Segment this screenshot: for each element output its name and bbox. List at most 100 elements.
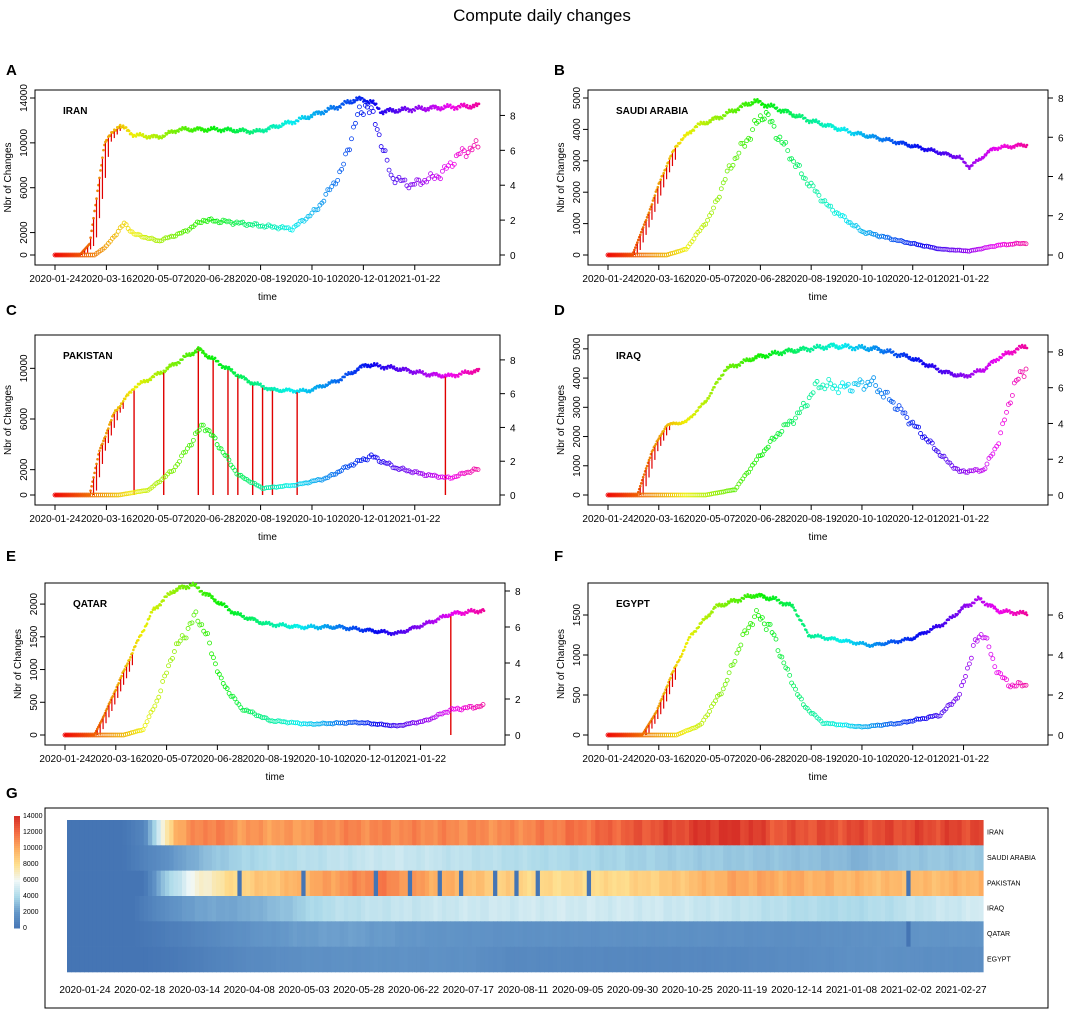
data-point <box>471 103 475 107</box>
heatmap-cell <box>186 820 192 846</box>
heatmap-cell <box>339 845 345 871</box>
secondary-point <box>193 609 199 615</box>
secondary-point <box>957 691 963 697</box>
data-point <box>784 604 788 607</box>
heatmap-cell <box>740 870 746 897</box>
heatmap-cell <box>433 870 439 897</box>
heatmap-cell <box>412 870 417 897</box>
x-tick-label: 2021-01-22 <box>389 274 441 285</box>
secondary-point <box>797 163 802 168</box>
heatmap-cell <box>731 845 737 871</box>
secondary-point <box>451 161 457 167</box>
heatmap-cell <box>855 845 861 871</box>
heatmap-cell <box>501 845 507 871</box>
data-point <box>843 126 846 130</box>
data-point <box>456 375 460 378</box>
data-point <box>351 101 354 105</box>
data-point <box>202 130 206 133</box>
heatmap-cell <box>723 870 728 897</box>
data-point <box>647 458 651 462</box>
heatmap-cell <box>531 870 537 897</box>
secondary-point <box>681 247 687 252</box>
data-point <box>707 121 710 125</box>
x-tick-label: 2020-10-10 <box>836 274 888 285</box>
heatmap-cell <box>493 870 498 897</box>
heatmap-cell <box>343 870 349 897</box>
data-point <box>254 130 257 133</box>
country-label: IRAQ <box>616 351 641 362</box>
secondary-point <box>691 236 697 242</box>
heatmap-cell <box>182 896 187 922</box>
heatmap-cell <box>744 845 750 871</box>
heatmap-cell <box>586 845 592 871</box>
data-point <box>360 365 363 369</box>
heatmap-cell <box>369 820 375 846</box>
heatmap-cell <box>463 845 469 871</box>
x-tick-label: 2021-01-22 <box>389 514 441 525</box>
heatmap-cell <box>906 820 912 846</box>
heatmap-cell <box>791 820 797 846</box>
data-point <box>737 108 741 112</box>
secondary-point <box>370 109 376 114</box>
heatmap-cell <box>706 820 711 846</box>
data-point <box>797 115 800 118</box>
heatmap-cell <box>629 845 635 871</box>
heatmap-cell <box>233 820 239 846</box>
secondary-point <box>366 110 372 116</box>
data-point <box>752 101 755 104</box>
heatmap-cell <box>143 896 149 922</box>
data-point <box>416 107 420 110</box>
heatmap-cell <box>599 845 605 871</box>
data-point <box>187 127 190 130</box>
data-point <box>380 110 384 113</box>
data-point <box>472 105 476 109</box>
data-point <box>1023 344 1027 347</box>
heatmap-cell <box>476 845 481 871</box>
data-point <box>856 347 860 350</box>
data-point <box>1008 609 1011 612</box>
heatmap-cell <box>689 870 694 897</box>
secondary-point <box>722 177 728 182</box>
heatmap-cell <box>569 845 575 871</box>
heatmap-cell <box>152 870 158 897</box>
heatmap-cell <box>305 820 311 846</box>
heatmap-cell <box>216 845 221 871</box>
data-point <box>979 597 983 600</box>
heatmap-cell <box>378 870 383 897</box>
data-point <box>678 141 682 145</box>
data-point <box>675 663 678 667</box>
heatmap-cell <box>804 845 809 871</box>
heatmap-row-label: PAKISTAN <box>987 880 1021 887</box>
heatmap-cell <box>586 870 592 897</box>
data-point <box>332 104 336 108</box>
data-point <box>797 614 800 618</box>
data-point <box>742 597 746 600</box>
heatmap-cell <box>484 845 490 871</box>
heatmap-cell <box>109 896 115 922</box>
heatmap-cell <box>292 870 298 897</box>
heatmap-cell <box>207 845 213 871</box>
secondary-point <box>730 162 736 168</box>
heatmap-cell <box>778 845 784 871</box>
heatmap-cell <box>164 845 170 871</box>
heatmap-cell <box>280 845 285 871</box>
heatmap-cell <box>67 870 72 897</box>
heatmap-cell <box>782 845 788 871</box>
heatmap-cell <box>88 845 94 871</box>
data-point <box>811 348 815 352</box>
data-point <box>651 448 655 452</box>
y-tick-label: 2000 <box>29 593 40 616</box>
heatmap-cell <box>931 870 937 897</box>
secondary-point <box>752 614 757 620</box>
y2-tick-label: 6 <box>1058 133 1064 144</box>
heatmap-cell <box>301 896 307 922</box>
data-point <box>325 110 329 113</box>
data-point <box>232 128 236 132</box>
heatmap-cell <box>889 870 895 897</box>
secondary-point <box>707 709 712 714</box>
data-point <box>129 656 132 659</box>
heatmap-cell <box>433 845 439 871</box>
data-point <box>638 233 642 237</box>
data-point <box>314 387 318 390</box>
